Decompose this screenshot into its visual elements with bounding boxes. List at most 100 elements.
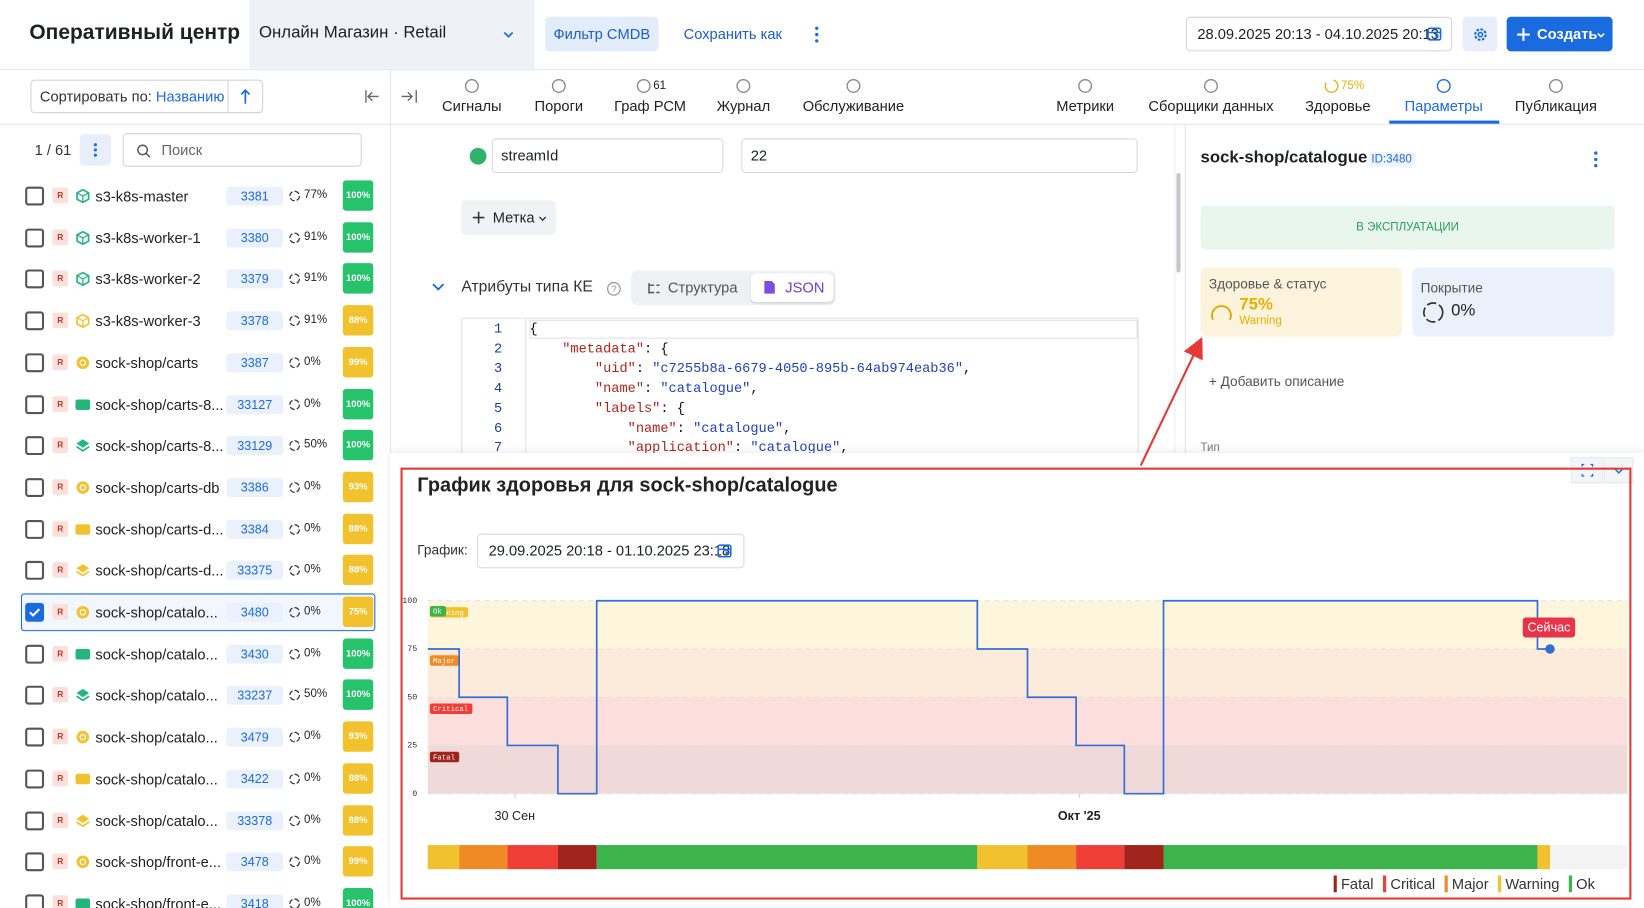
type-badge: R xyxy=(52,354,68,370)
ring xyxy=(290,233,299,242)
checkbox[interactable] xyxy=(25,187,44,206)
more-menu[interactable] xyxy=(810,25,823,44)
checkbox[interactable] xyxy=(25,561,44,580)
item-icon xyxy=(75,855,90,870)
checkbox[interactable] xyxy=(25,603,44,622)
label-value-input[interactable]: 22 xyxy=(741,138,1137,173)
tab-icon xyxy=(1077,78,1094,95)
label-key-input[interactable]: streamId xyxy=(492,138,724,173)
sort-select[interactable]: Сортировать по: Названию xyxy=(30,80,263,114)
filter-button[interactable]: Фильтр CMDB xyxy=(545,17,658,52)
list-row[interactable]: Rsock-shop/front-e...34780%99% xyxy=(0,841,390,883)
coverage-icon xyxy=(288,648,301,661)
item-id: 3378 xyxy=(226,311,283,330)
health-value: 75% xyxy=(1239,296,1273,315)
status-segment xyxy=(1124,845,1163,869)
type-badge: R xyxy=(52,229,68,245)
code-line: "metadata": { xyxy=(529,340,668,359)
checkbox[interactable] xyxy=(25,311,44,330)
list-row[interactable]: Rsock-shop/catalo...3323750%100% xyxy=(0,675,390,717)
scroll-thumb[interactable] xyxy=(1176,173,1180,273)
checkbox[interactable] xyxy=(25,353,44,372)
list-row[interactable]: Rs3-k8s-master338177%100% xyxy=(0,175,390,217)
workspace-select[interactable]: Онлайн Магазин · Retail xyxy=(250,0,535,69)
coverage-icon xyxy=(1421,300,1446,325)
json-editor[interactable]: 1{2 "metadata": {3 "uid": "c7255b8a-6679… xyxy=(461,318,1138,465)
checkbox[interactable] xyxy=(25,644,44,663)
checkbox[interactable] xyxy=(25,811,44,830)
item-icon xyxy=(75,397,90,412)
coverage-card[interactable]: Покрытие 0% xyxy=(1412,267,1614,336)
list-row[interactable]: Rsock-shop/catalo...34220%88% xyxy=(0,758,390,800)
checkbox[interactable] xyxy=(25,894,44,908)
list-row[interactable]: Rsock-shop/carts-8...331270%100% xyxy=(0,383,390,425)
add-description[interactable]: + Добавить описание xyxy=(1209,373,1344,389)
tab[interactable]: Обслуживание xyxy=(780,98,927,115)
checkbox[interactable] xyxy=(25,769,44,788)
list-row[interactable]: Rsock-shop/carts-d...33840%88% xyxy=(0,508,390,550)
item-health: 88% xyxy=(343,513,373,543)
create-button[interactable]: Создать xyxy=(1507,17,1613,52)
structure-option[interactable]: Структура xyxy=(668,271,738,306)
checkbox[interactable] xyxy=(25,853,44,872)
json-option[interactable]: JSON xyxy=(751,274,834,302)
tab[interactable]: Метрики xyxy=(1012,98,1159,115)
icon-shape xyxy=(637,80,650,93)
checkbox[interactable] xyxy=(25,395,44,414)
save-as-button[interactable]: Сохранить как xyxy=(684,25,782,42)
item-name: sock-shop/catalo... xyxy=(95,604,223,621)
list-row[interactable]: Rsock-shop/carts-db33860%93% xyxy=(0,466,390,508)
item-icon xyxy=(75,355,90,370)
checkbox[interactable] xyxy=(25,270,44,289)
list-row[interactable]: Rsock-shop/carts-8...3312950%100% xyxy=(0,425,390,467)
checkbox[interactable] xyxy=(25,228,44,247)
tab[interactable]: Публикация xyxy=(1483,98,1630,115)
list-row[interactable]: Rsock-shop/front-e...34180%100% xyxy=(0,883,390,908)
list-row[interactable]: Rsock-shop/carts-d...333750%88% xyxy=(0,550,390,592)
list-row[interactable]: Rsock-shop/catalo...34300%100% xyxy=(0,633,390,675)
line-number: 6 xyxy=(462,419,502,438)
item-coverage: 0% xyxy=(304,813,321,826)
list-row[interactable]: Rsock-shop/catalo...34790%93% xyxy=(0,716,390,758)
checkbox[interactable] xyxy=(25,686,44,705)
list-row[interactable]: Rsock-shop/catalo...34800%75% xyxy=(0,591,390,633)
item-id: 3384 xyxy=(226,520,283,539)
health-card[interactable]: Здоровье & статус 75% Warning xyxy=(1200,267,1401,336)
help-icon: ? xyxy=(606,281,622,297)
checkbox[interactable] xyxy=(25,728,44,747)
date-range-input[interactable]: 28.09.2025 20:13 - 04.10.2025 20:13 xyxy=(1186,17,1452,52)
settings-button[interactable] xyxy=(1463,17,1498,52)
list-row[interactable]: Rs3-k8s-worker-3337891%88% xyxy=(0,300,390,342)
status-segment xyxy=(1076,845,1124,869)
health-chart: 025507510030 СенОкт '25FatalCriticalMajo… xyxy=(390,453,1644,908)
list-row[interactable]: Rsock-shop/catalo...333780%88% xyxy=(0,799,390,841)
coverage-icon xyxy=(288,481,301,494)
check xyxy=(30,609,39,615)
plus-icon xyxy=(472,211,486,225)
coverage-icon xyxy=(288,856,301,869)
item-id: 3480 xyxy=(226,603,283,622)
list-row[interactable]: Rs3-k8s-worker-2337991%100% xyxy=(0,258,390,300)
status-segment xyxy=(977,845,1027,869)
item-health: 100% xyxy=(343,638,373,668)
add-label-button[interactable]: Метка xyxy=(461,200,555,235)
list-menu[interactable] xyxy=(80,134,111,165)
tab[interactable]: Сборщики данных xyxy=(1138,98,1285,115)
list-row[interactable]: Rs3-k8s-worker-1338091%100% xyxy=(0,217,390,259)
checkbox[interactable] xyxy=(25,478,44,497)
structure-icon xyxy=(647,281,662,296)
item-icon xyxy=(75,272,90,287)
item-coverage: 0% xyxy=(304,563,321,576)
details-menu[interactable] xyxy=(1591,150,1601,169)
list-row[interactable]: Rsock-shop/carts33870%99% xyxy=(0,342,390,384)
checkbox[interactable] xyxy=(25,520,44,539)
sort-direction[interactable] xyxy=(238,88,253,105)
item-health: 99% xyxy=(343,846,373,876)
item-name: s3-k8s-worker-1 xyxy=(95,229,223,246)
ring xyxy=(290,649,299,658)
layer xyxy=(77,564,90,572)
section-toggle[interactable] xyxy=(430,279,447,296)
checkbox[interactable] xyxy=(25,436,44,455)
item-coverage: 91% xyxy=(304,230,327,243)
search-input[interactable]: Поиск xyxy=(123,133,362,167)
